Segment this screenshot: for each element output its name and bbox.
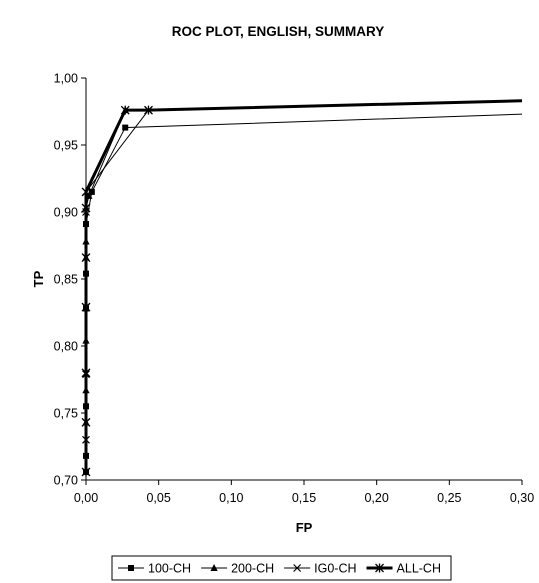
- legend-label: 200-CH: [231, 562, 274, 576]
- y-axis-title: TP: [31, 270, 46, 287]
- legend-item-all-ch: ALL-CH: [366, 562, 441, 576]
- data-point: [120, 105, 130, 115]
- chart-title: ROC PLOT, ENGLISH, SUMMARY: [172, 24, 385, 39]
- y-tick-label: 0,80: [54, 340, 78, 354]
- data-point: [144, 105, 153, 115]
- legend-marker: [293, 564, 302, 572]
- x-tick-label: 0,20: [364, 491, 388, 505]
- series-line: [85, 100, 523, 472]
- y-tick-label: 0,90: [54, 206, 78, 220]
- legend: 100-CH 200-CH IG0-CH ALL-CH: [111, 555, 452, 581]
- x-tick-label: 0,15: [292, 491, 316, 505]
- y-tick-label: 0,75: [54, 407, 78, 421]
- x-tick-label: 0,25: [437, 491, 461, 505]
- series-line: [84, 99, 523, 472]
- data-point: [81, 203, 91, 213]
- legend-box: [111, 555, 452, 581]
- data-point: [81, 302, 91, 312]
- data-point: [122, 124, 129, 131]
- y-tick-label: 0,85: [54, 273, 78, 287]
- data-point: [88, 188, 95, 195]
- x-tick-label: 0,05: [146, 491, 170, 505]
- data-point: [81, 187, 91, 197]
- legend-item-ig0-ch: IG0-CH: [284, 562, 357, 576]
- data-point: [81, 368, 91, 378]
- y-tick-label: 0,95: [54, 139, 78, 153]
- data-point: [81, 253, 91, 263]
- data-point: [81, 417, 91, 427]
- series-ig0-ch: [82, 100, 523, 476]
- data-point: [81, 467, 91, 477]
- legend-item-100-ch: 100-CH: [118, 562, 191, 576]
- series-200-ch: [82, 100, 523, 475]
- y-tick-label: 1,00: [54, 72, 78, 86]
- x-tick-label: 0,30: [510, 491, 534, 505]
- x-axis-title: FP: [296, 520, 313, 535]
- legend-marker: [375, 563, 384, 573]
- x-tick-label: 0,10: [219, 491, 243, 505]
- x-tick-label: 0,00: [74, 491, 98, 505]
- legend-label: 100-CH: [148, 562, 191, 576]
- legend-item-200-ch: 200-CH: [201, 562, 274, 576]
- plot-area: 0,70 0,75 0,80 0,85 0,90 0,95 1,00 0,00 0,05 0,10…: [54, 72, 535, 506]
- legend-marker: [128, 565, 134, 571]
- y-tick-label: 0,70: [54, 474, 78, 488]
- series-100-ch: [83, 113, 523, 475]
- series-line: [85, 113, 523, 472]
- series-all-ch: [81, 99, 523, 477]
- series-line: [85, 100, 523, 472]
- legend-marker: [210, 564, 218, 571]
- legend-label: ALL-CH: [397, 562, 441, 576]
- legend-label: IG0-CH: [314, 562, 356, 576]
